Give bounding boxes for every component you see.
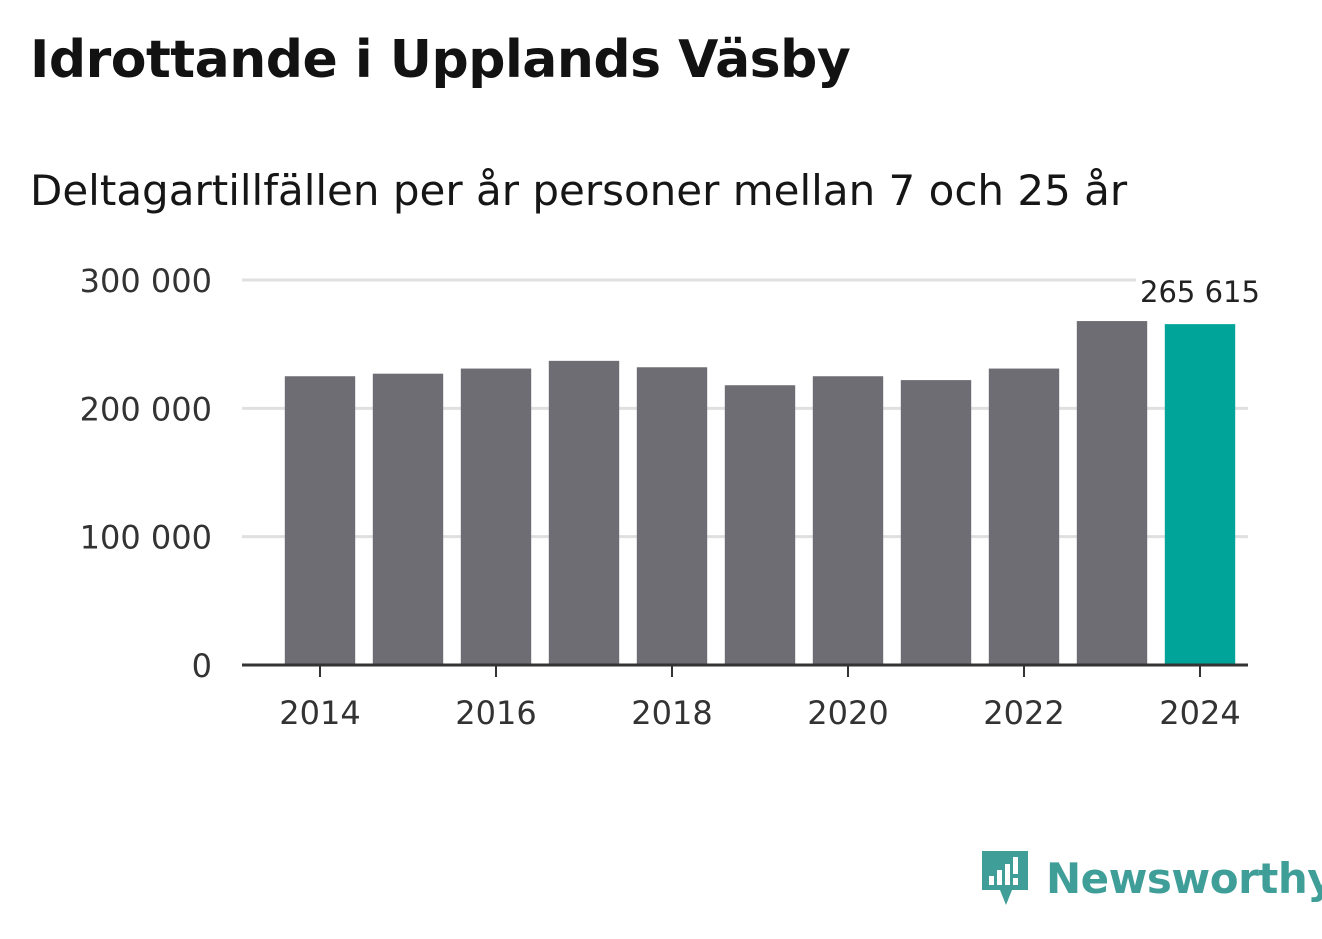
y-tick-label-0: 0 [192, 647, 212, 685]
chart-title: Idrottande i Upplands Väsby [30, 30, 851, 90]
y-tick-label-100000: 100 000 [80, 519, 212, 557]
data-label-background [1136, 274, 1264, 311]
bar-2016 [460, 368, 532, 665]
chart-subtitle: Deltagartillfällen per år personer mella… [30, 166, 1128, 215]
newsworthy-logo-icon [982, 851, 1028, 905]
x-tick-label-2020: 2020 [807, 694, 888, 732]
x-tick-label-2018: 2018 [631, 694, 712, 732]
bar-2023 [1076, 321, 1148, 665]
y-tick-label-200000: 200 000 [80, 390, 212, 428]
x-tick-label-2016: 2016 [455, 694, 536, 732]
bar-chart: 0 100 000 200 000 300 000 265 615 2014 2016 201… [79, 262, 1264, 732]
bar-2024 [1164, 324, 1236, 665]
newsworthy-brand-name: Newsworthy [1046, 853, 1322, 903]
x-tick-label-2022: 2022 [983, 694, 1064, 732]
bar-2022 [988, 368, 1060, 665]
data-label-2024: 265 615 [1140, 275, 1260, 309]
bar-2018 [636, 367, 708, 665]
newsworthy-brand[interactable]: Newsworthy [980, 848, 1322, 908]
bar-2017 [548, 360, 620, 665]
bar-2014 [284, 376, 356, 665]
y-tick-label-300000: 300 000 [80, 262, 212, 300]
bar-2019 [724, 385, 796, 665]
x-tick-label-2014: 2014 [279, 694, 360, 732]
bar-2020 [812, 376, 884, 665]
bar-2015 [372, 373, 444, 665]
x-tick-label-2024: 2024 [1159, 694, 1240, 732]
bar-2021 [900, 380, 972, 665]
